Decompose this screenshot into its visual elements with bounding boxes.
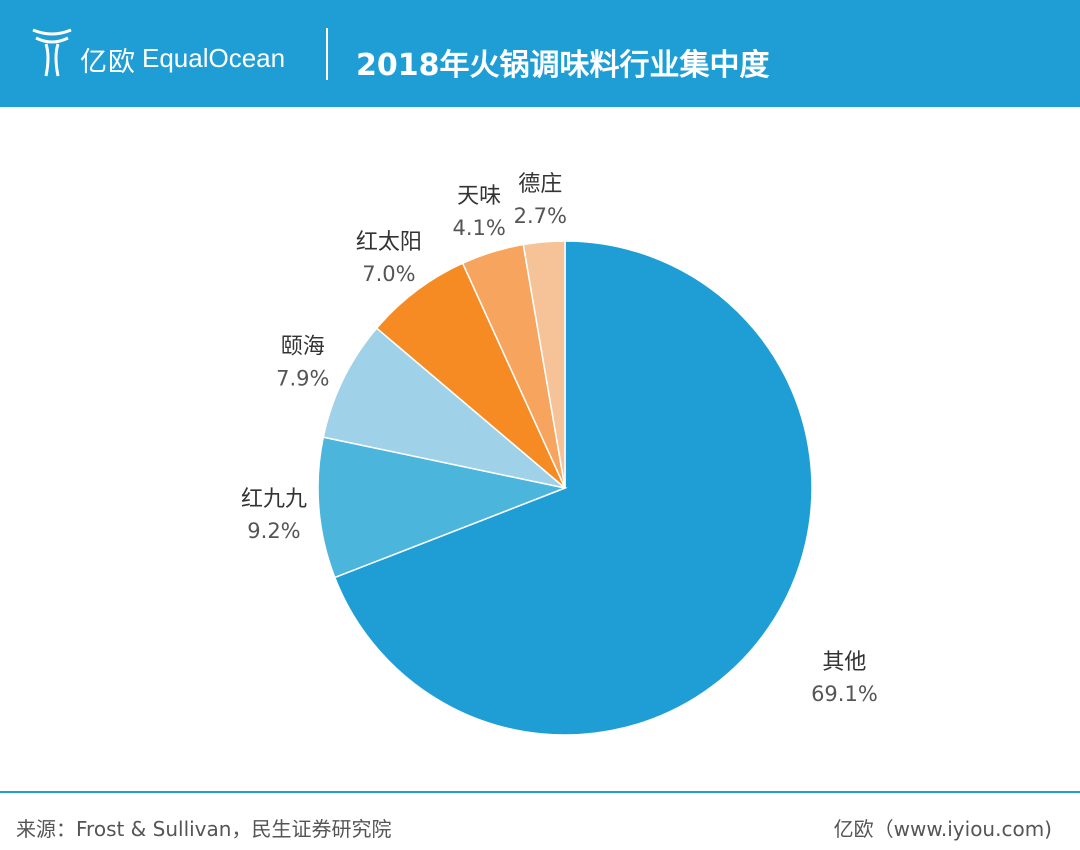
credit-note: 亿欧（www.iyiou.com) <box>833 817 1052 841</box>
slice-label-3: 红太阳 <box>356 230 422 255</box>
slice-value-2: 7.9% <box>276 367 329 391</box>
source-note: 来源：Frost & Sullivan，民生证券研究院 <box>16 817 392 841</box>
pie-slice-1 <box>317 436 568 579</box>
slice-label-0: 其他 <box>822 650 866 675</box>
slice-value-1: 9.2% <box>247 519 300 543</box>
slice-label-4: 天味 <box>457 184 501 209</box>
footer-divider <box>0 791 1080 793</box>
chart-title: 2018年火锅调味料行业集中度 <box>356 48 770 83</box>
pie-slice-0 <box>333 240 813 736</box>
slice-label-5: 德庄 <box>518 172 562 197</box>
slice-label-1: 红九九 <box>241 487 307 512</box>
logo-english-text: EqualOcean <box>142 43 286 73</box>
slice-value-4: 4.1% <box>452 216 505 240</box>
slice-value-3: 7.0% <box>362 262 415 286</box>
slice-label-2: 颐海 <box>281 335 325 360</box>
slice-value-5: 2.7% <box>514 204 567 228</box>
slice-value-0: 69.1% <box>811 682 878 706</box>
pie-slice-3 <box>375 262 566 489</box>
equalocean-logo-icon <box>32 28 72 77</box>
logo-chinese-text: 亿欧 <box>80 47 136 78</box>
pie-chart: 其他 69.1% 红九九 9.2% 颐海 7.9% 红太阳 7.0% 天味 4.1% 德庄 2.7% <box>241 172 878 736</box>
pie-slice-2 <box>322 327 566 489</box>
header-bar: 亿欧 EqualOcean 2018年火锅调味料行业集中度 <box>0 0 1080 107</box>
pie-slice-5 <box>522 240 566 489</box>
header-divider <box>326 28 328 80</box>
